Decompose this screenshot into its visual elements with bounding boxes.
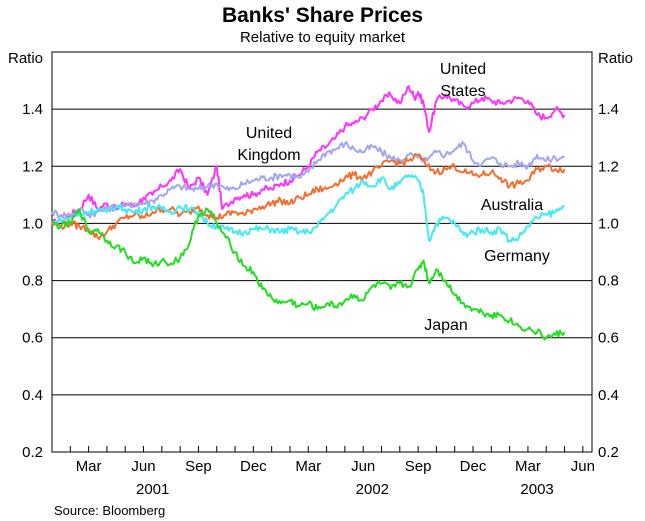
y-tick-label-right: 0.6 (598, 330, 619, 347)
y-tick-label-right: 1.0 (598, 215, 619, 232)
y-tick-label-right: 0.8 (598, 273, 619, 290)
series-annotation: Japan (424, 317, 468, 334)
series-line-germany (51, 173, 565, 243)
series-annotation: United (246, 125, 292, 142)
series-annotation: United (440, 61, 486, 78)
plot-frame (51, 51, 593, 453)
series-line-japan (51, 207, 566, 341)
series-annotation: Kingdom (237, 147, 300, 164)
series-annotation: States (440, 83, 485, 100)
y-tick-label-left: 0.2 (22, 444, 43, 461)
x-year-label: 2002 (356, 481, 389, 498)
y-tick-label-right: 1.2 (598, 158, 619, 175)
x-tick-label: Jun (571, 458, 595, 475)
x-tick-label: Dec (240, 458, 267, 475)
x-year-label: 2001 (136, 481, 169, 498)
x-tick-label: Sep (185, 458, 212, 475)
x-tick-label: Jun (351, 458, 375, 475)
chart-subtitle: Relative to equity market (239, 29, 406, 46)
x-tick-label: Mar (76, 458, 102, 475)
y-tick-label-left: 0.6 (22, 330, 43, 347)
x-tick-label: Mar (295, 458, 321, 475)
series-line-united-states (51, 85, 566, 227)
x-tick-label: Dec (460, 458, 487, 475)
x-tick-label: Sep (405, 458, 432, 475)
series-annotation: Germany (484, 248, 550, 265)
series-annotation: Australia (481, 197, 543, 214)
y-axis-label-right: Ratio (598, 50, 633, 67)
y-tick-label-left: 0.4 (22, 387, 43, 404)
series-line-united-kingdom (51, 140, 566, 219)
x-year-label: 2003 (520, 481, 553, 498)
y-axis-label-left: Ratio (8, 50, 43, 67)
y-tick-label-right: 0.4 (598, 387, 619, 404)
y-tick-label-right: 1.4 (598, 101, 619, 118)
y-tick-label-left: 1.4 (22, 101, 43, 118)
y-tick-label-left: 1.0 (22, 215, 43, 232)
y-tick-label-left: 1.2 (22, 158, 43, 175)
x-tick-label: Jun (131, 458, 155, 475)
y-tick-label-left: 0.8 (22, 273, 43, 290)
y-tick-label-right: 0.2 (598, 444, 619, 461)
source-note: Source: Bloomberg (54, 503, 166, 518)
x-tick-label: Mar (515, 458, 541, 475)
chart-title: Banks' Share Prices (221, 4, 424, 27)
